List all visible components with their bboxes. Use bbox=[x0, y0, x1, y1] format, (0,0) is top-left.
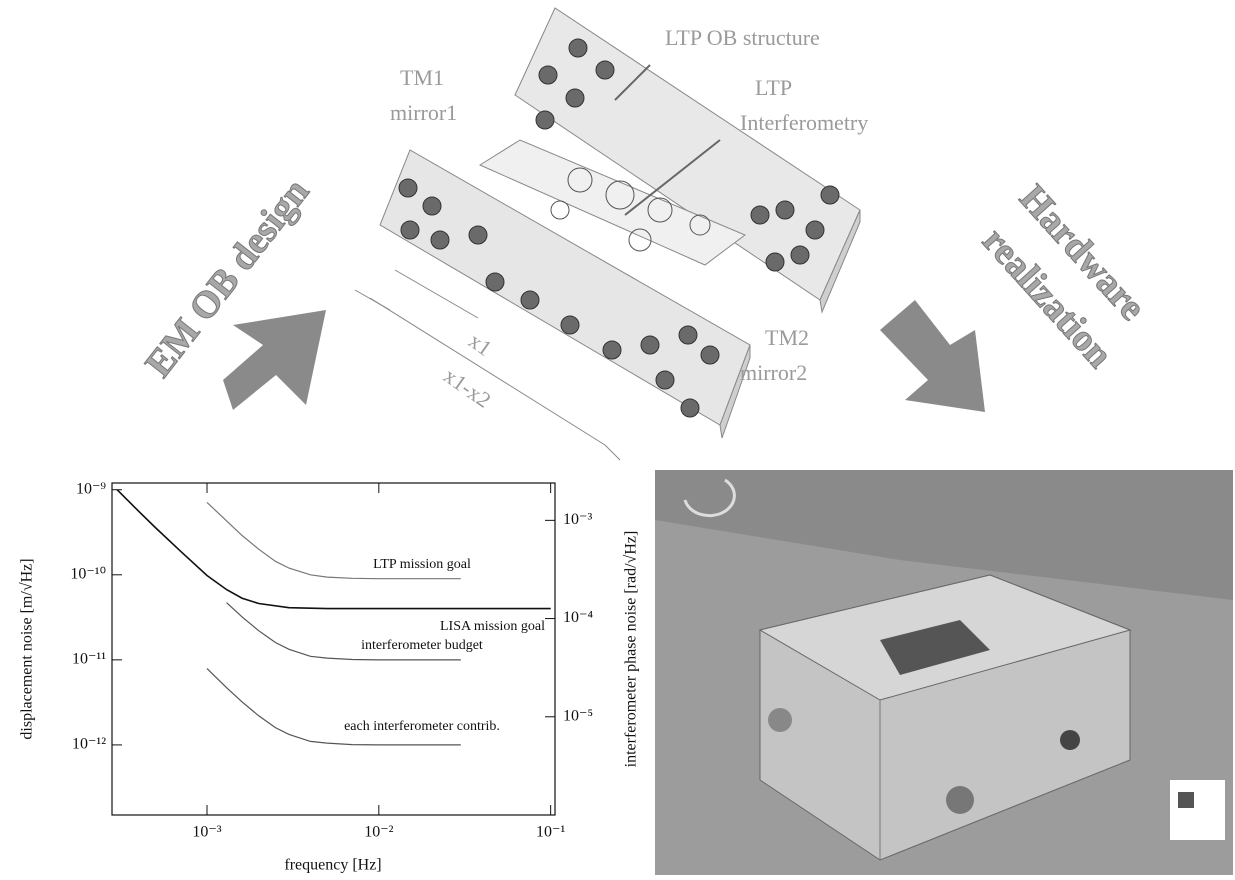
plot-frame bbox=[111, 482, 556, 816]
y-axis-title: displacement noise [m/√Hz] bbox=[19, 558, 36, 739]
series-label: LISA mission goal bbox=[440, 619, 545, 634]
y-tick-label: 10⁻¹⁰ bbox=[70, 565, 106, 582]
y2-tick-label: 10⁻⁴ bbox=[563, 609, 593, 626]
ob-structure-drawing bbox=[223, 7, 985, 461]
interferometry-label: LTP bbox=[755, 75, 792, 100]
ob-structure-label: LTP OB structure bbox=[665, 25, 820, 50]
hardware-photo bbox=[655, 470, 1233, 875]
interferometry-label: Interferometry bbox=[740, 110, 868, 135]
x-axis-title: frequency [Hz] bbox=[284, 857, 381, 874]
series-line bbox=[116, 489, 551, 610]
series-label: LTP mission goal bbox=[373, 557, 471, 572]
y-tick-label: 10⁻⁹ bbox=[76, 480, 106, 497]
tm1-label: TM1 bbox=[400, 65, 444, 90]
series-line bbox=[206, 668, 461, 746]
x1-x2-label: x1-x2 bbox=[439, 363, 495, 413]
series-line bbox=[226, 602, 461, 661]
y2-tick-label: 10⁻³ bbox=[563, 511, 592, 528]
x-tick-label: 10⁻¹ bbox=[536, 824, 565, 841]
x1-label: x1 bbox=[464, 328, 496, 361]
x-tick-label: 10⁻² bbox=[364, 824, 393, 841]
series-label: interferometer budget bbox=[361, 638, 483, 653]
y-tick-label: 10⁻¹¹ bbox=[72, 651, 106, 668]
series-line bbox=[206, 501, 461, 580]
tm2-label: TM2 bbox=[765, 325, 809, 350]
x-tick-label: 10⁻³ bbox=[192, 824, 221, 841]
y2-tick-label: 10⁻⁵ bbox=[563, 707, 593, 724]
series-label: each interferometer contrib. bbox=[344, 719, 500, 734]
y2-axis-title: interferometer phase noise [rad/√Hz] bbox=[623, 531, 640, 768]
tm2-label: mirror2 bbox=[740, 360, 807, 385]
y-tick-label: 10⁻¹² bbox=[72, 736, 106, 753]
tm1-label: mirror1 bbox=[390, 100, 457, 125]
